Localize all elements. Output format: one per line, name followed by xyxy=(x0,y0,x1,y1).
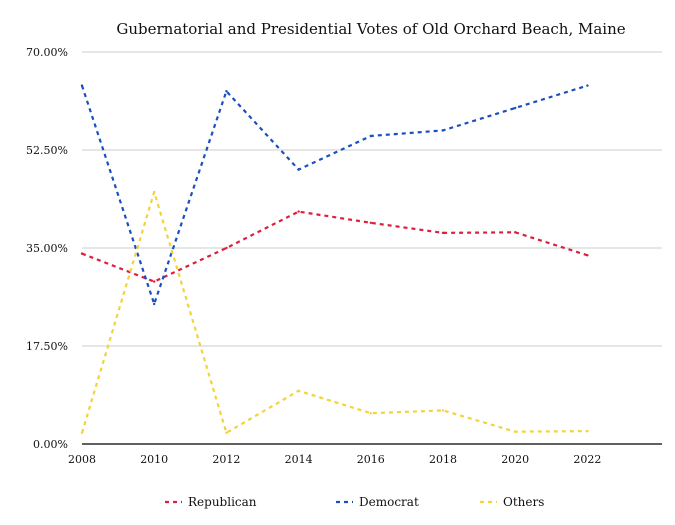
data-point xyxy=(514,106,517,110)
series-line xyxy=(80,190,588,434)
x-tick-label: 2014 xyxy=(285,453,313,466)
x-tick-label: 2010 xyxy=(140,453,168,466)
data-point xyxy=(225,90,228,93)
data-point xyxy=(80,252,84,255)
legend-item: Others xyxy=(480,495,544,509)
data-point xyxy=(225,431,228,434)
data-point xyxy=(80,84,84,87)
data-point xyxy=(369,134,372,138)
y-tick-label: 52.50% xyxy=(26,144,68,157)
y-tick-label: 70.00% xyxy=(26,46,68,59)
series-line xyxy=(80,84,588,306)
data-point xyxy=(297,389,300,392)
axes: 0.00% 17.50% 35.00% 52.50% 70.00% 2008 2010 201… xyxy=(26,46,662,466)
y-tick-label: 0.00% xyxy=(33,438,68,451)
data-point xyxy=(369,221,372,224)
x-tick-label: 2022 xyxy=(573,453,601,466)
chart-title: Gubernatorial and Presidential Votes of … xyxy=(116,20,625,38)
data-point xyxy=(153,190,156,194)
data-point xyxy=(441,409,445,412)
legend-item: Republican xyxy=(165,495,257,509)
data-point xyxy=(297,168,300,171)
data-point xyxy=(297,210,300,213)
data-point xyxy=(153,280,156,283)
legend-label: Others xyxy=(503,495,544,509)
x-tick-label: 2020 xyxy=(501,453,529,466)
data-point xyxy=(514,231,517,234)
data-point xyxy=(514,430,517,433)
legend-item: Democrat xyxy=(336,495,419,509)
data-point xyxy=(80,431,84,434)
gridlines xyxy=(82,51,662,347)
series-democrat xyxy=(80,84,589,306)
legend-label: Republican xyxy=(188,495,257,509)
data-point xyxy=(225,246,228,250)
legend-label: Democrat xyxy=(359,495,419,509)
series-republican xyxy=(80,210,589,283)
data-point xyxy=(153,302,156,306)
x-tick-label: 2016 xyxy=(357,453,385,466)
y-tick-label: 17.50% xyxy=(26,340,68,353)
data-point xyxy=(441,231,445,235)
data-point xyxy=(586,254,589,257)
data-point xyxy=(586,84,589,87)
legend: Republican Democrat Others xyxy=(165,495,544,509)
series-line xyxy=(81,210,588,283)
x-tick-label: 2018 xyxy=(429,453,457,466)
data-point xyxy=(586,429,589,433)
data-point xyxy=(441,129,445,132)
data-point xyxy=(369,412,372,415)
x-tick-label: 2012 xyxy=(212,453,240,466)
x-tick-label: 2008 xyxy=(68,453,96,466)
y-tick-label: 35.00% xyxy=(26,242,68,255)
series-others xyxy=(80,190,589,434)
series-lines xyxy=(80,84,589,434)
